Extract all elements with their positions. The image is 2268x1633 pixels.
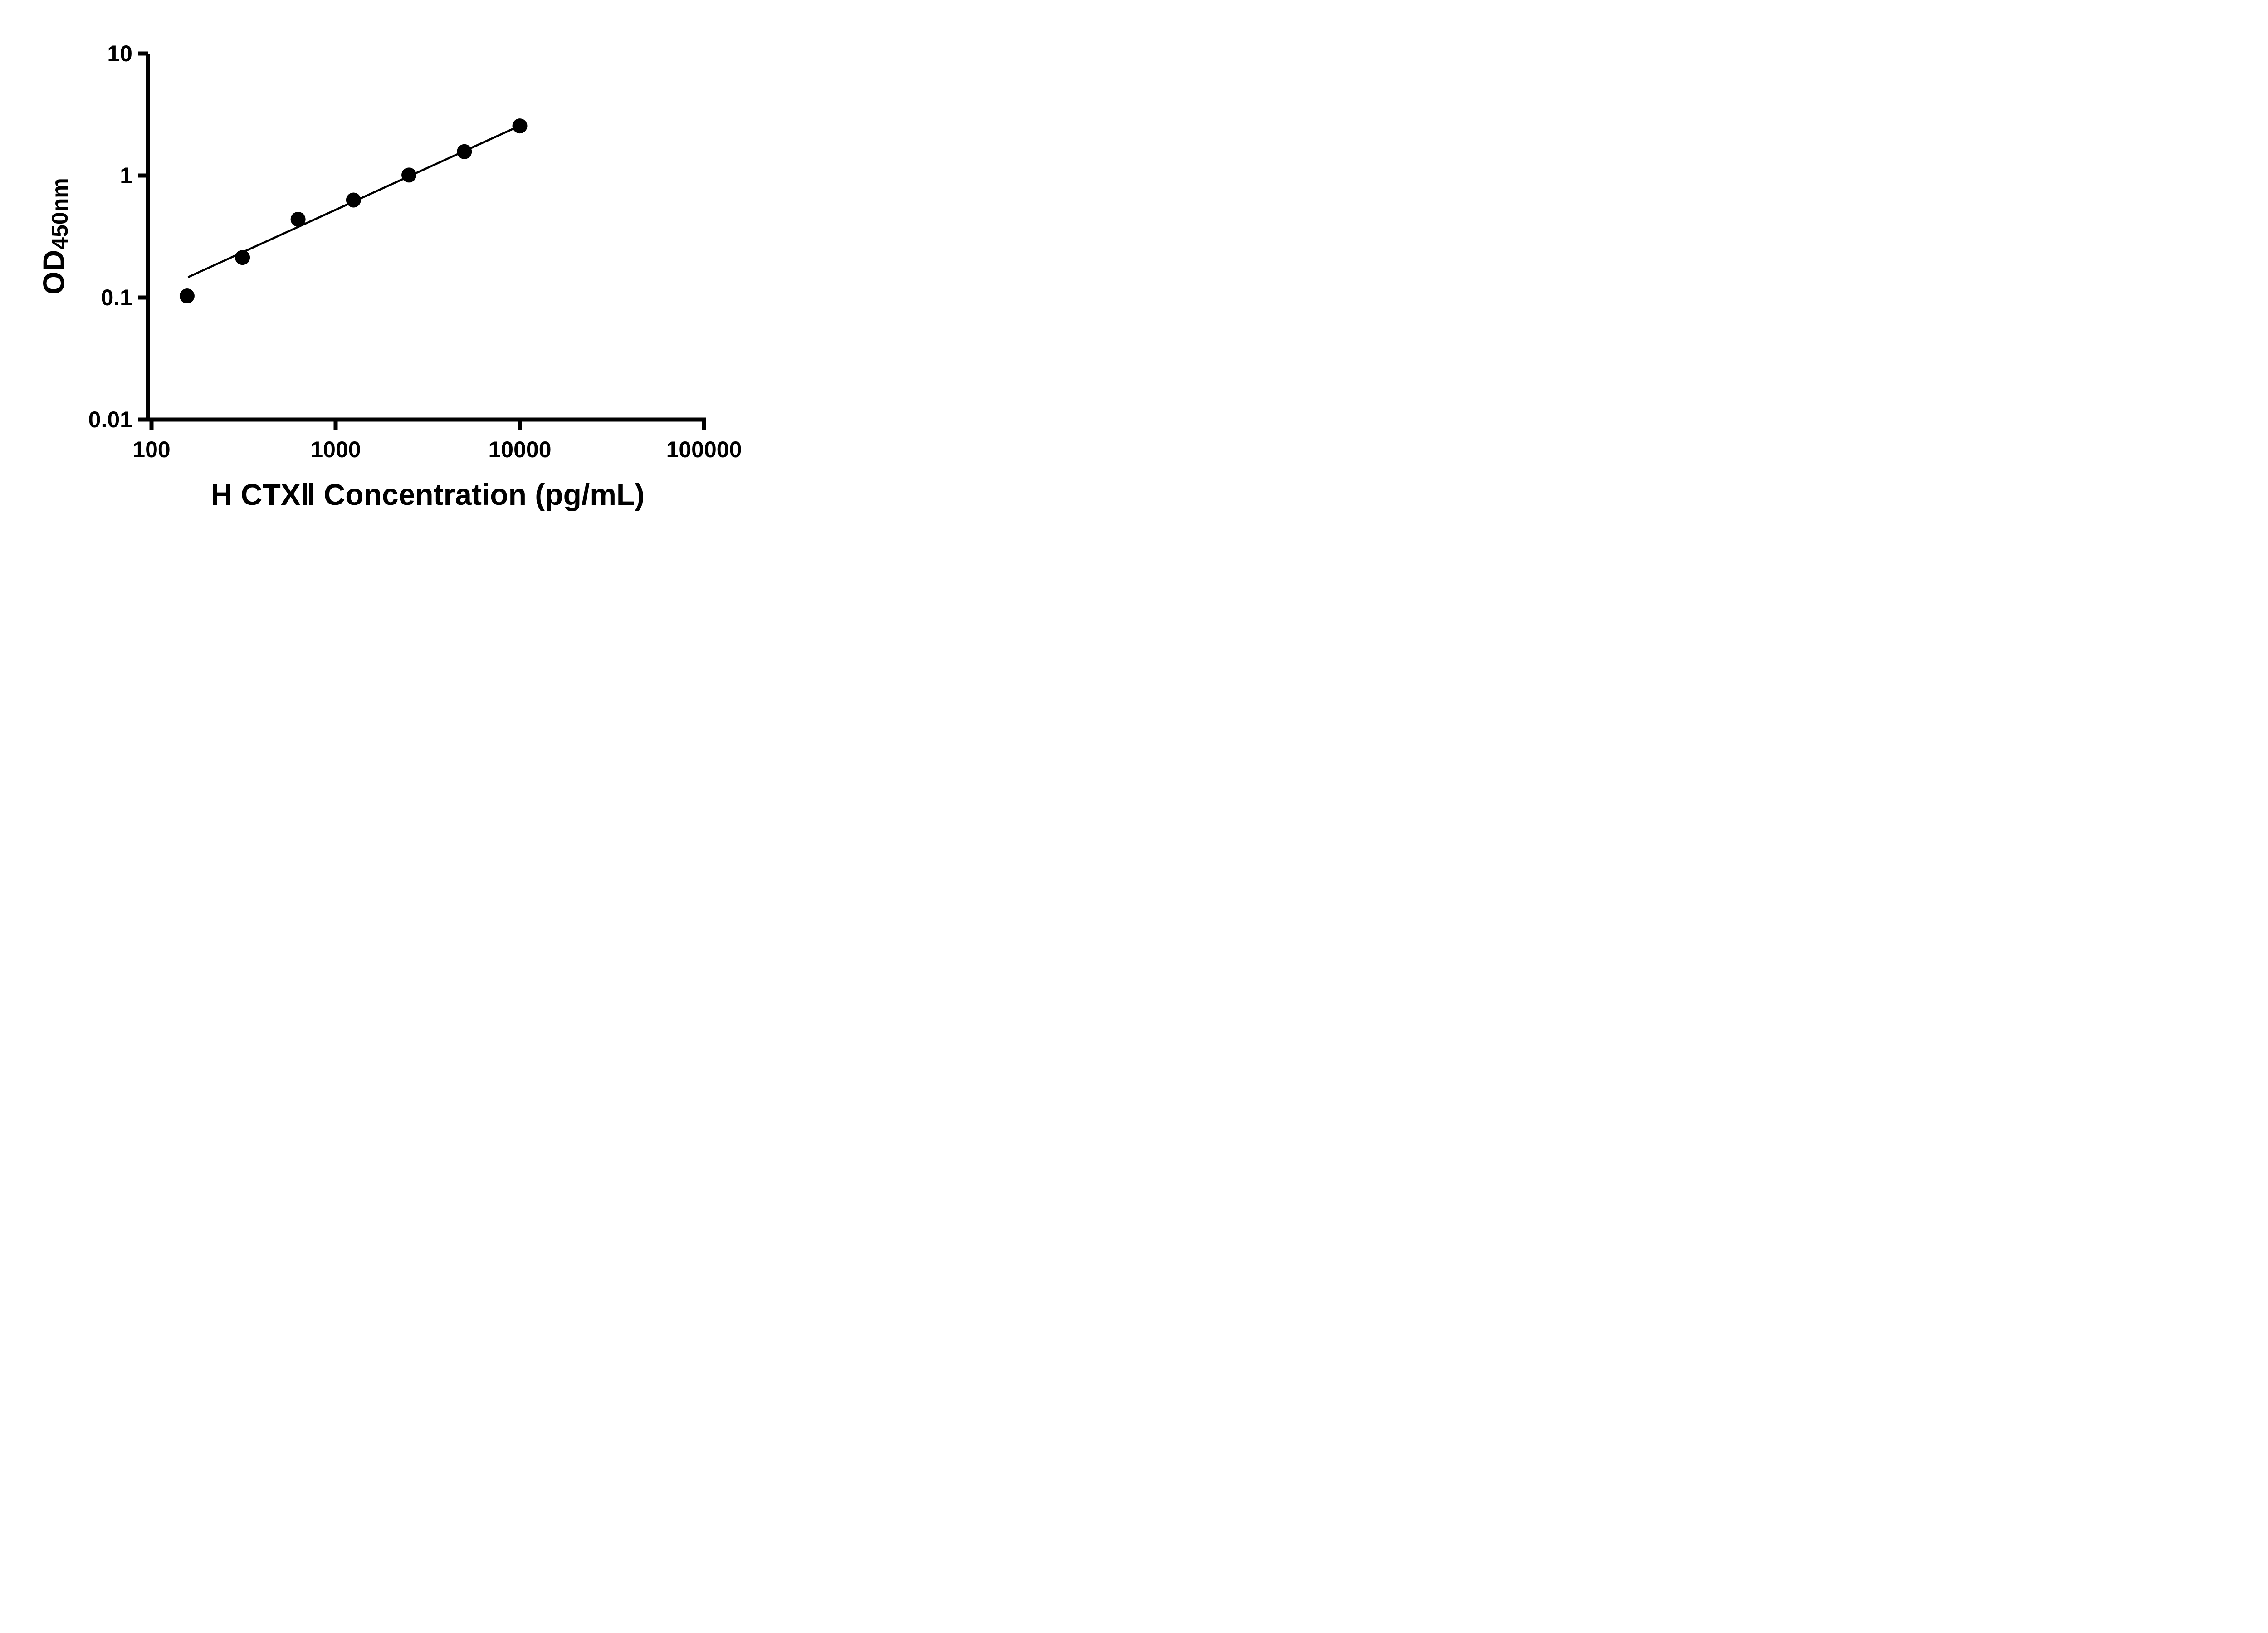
x-tick-label: 1000: [310, 437, 361, 462]
data-point: [290, 211, 306, 227]
x-tick-label: 100000: [666, 437, 742, 462]
x-tick-label: 10000: [488, 437, 551, 462]
data-point: [512, 118, 528, 134]
y-axis-title: OD450nm: [35, 123, 73, 350]
x-axis-title-text: H CTXⅡ Concentration (pg/mL): [210, 478, 645, 511]
x-tick-label: 100: [132, 437, 170, 462]
data-point: [457, 144, 472, 159]
data-point: [235, 250, 250, 265]
data-point: [346, 192, 361, 208]
data-point: [401, 167, 417, 183]
y-axis-title-main: OD: [37, 249, 70, 295]
y-tick-label: 0.01: [88, 407, 132, 432]
data-point: [179, 288, 195, 304]
x-axis-title: H CTXⅡ Concentration (pg/mL): [152, 477, 704, 512]
y-axis-title-subscript: 450nm: [47, 178, 73, 250]
axis-frame: [146, 54, 706, 422]
y-tick-label: 1: [120, 163, 132, 188]
elisa-standard-curve-figure: 10 1 0.1 0.01 100 1000 10000 100000 H CTXⅡ Conc…: [0, 0, 776, 544]
y-tick-label: 10: [107, 41, 132, 66]
y-tick-label: 0.1: [101, 285, 132, 310]
